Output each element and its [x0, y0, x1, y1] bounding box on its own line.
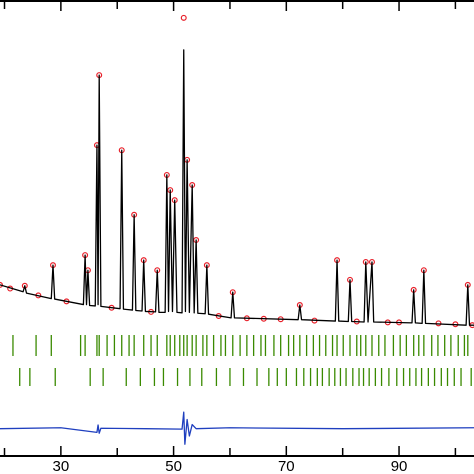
x-tick-label: 70 — [278, 458, 295, 474]
x-tick-label: 50 — [165, 458, 182, 474]
x-tick-label: 90 — [391, 458, 408, 474]
calculated-line — [0, 49, 474, 326]
observed-point — [0, 281, 3, 288]
x-tick-label: 30 — [53, 458, 70, 474]
observed-point — [180, 14, 187, 21]
plot-area — [0, 14, 474, 445]
difference-line — [0, 411, 474, 445]
